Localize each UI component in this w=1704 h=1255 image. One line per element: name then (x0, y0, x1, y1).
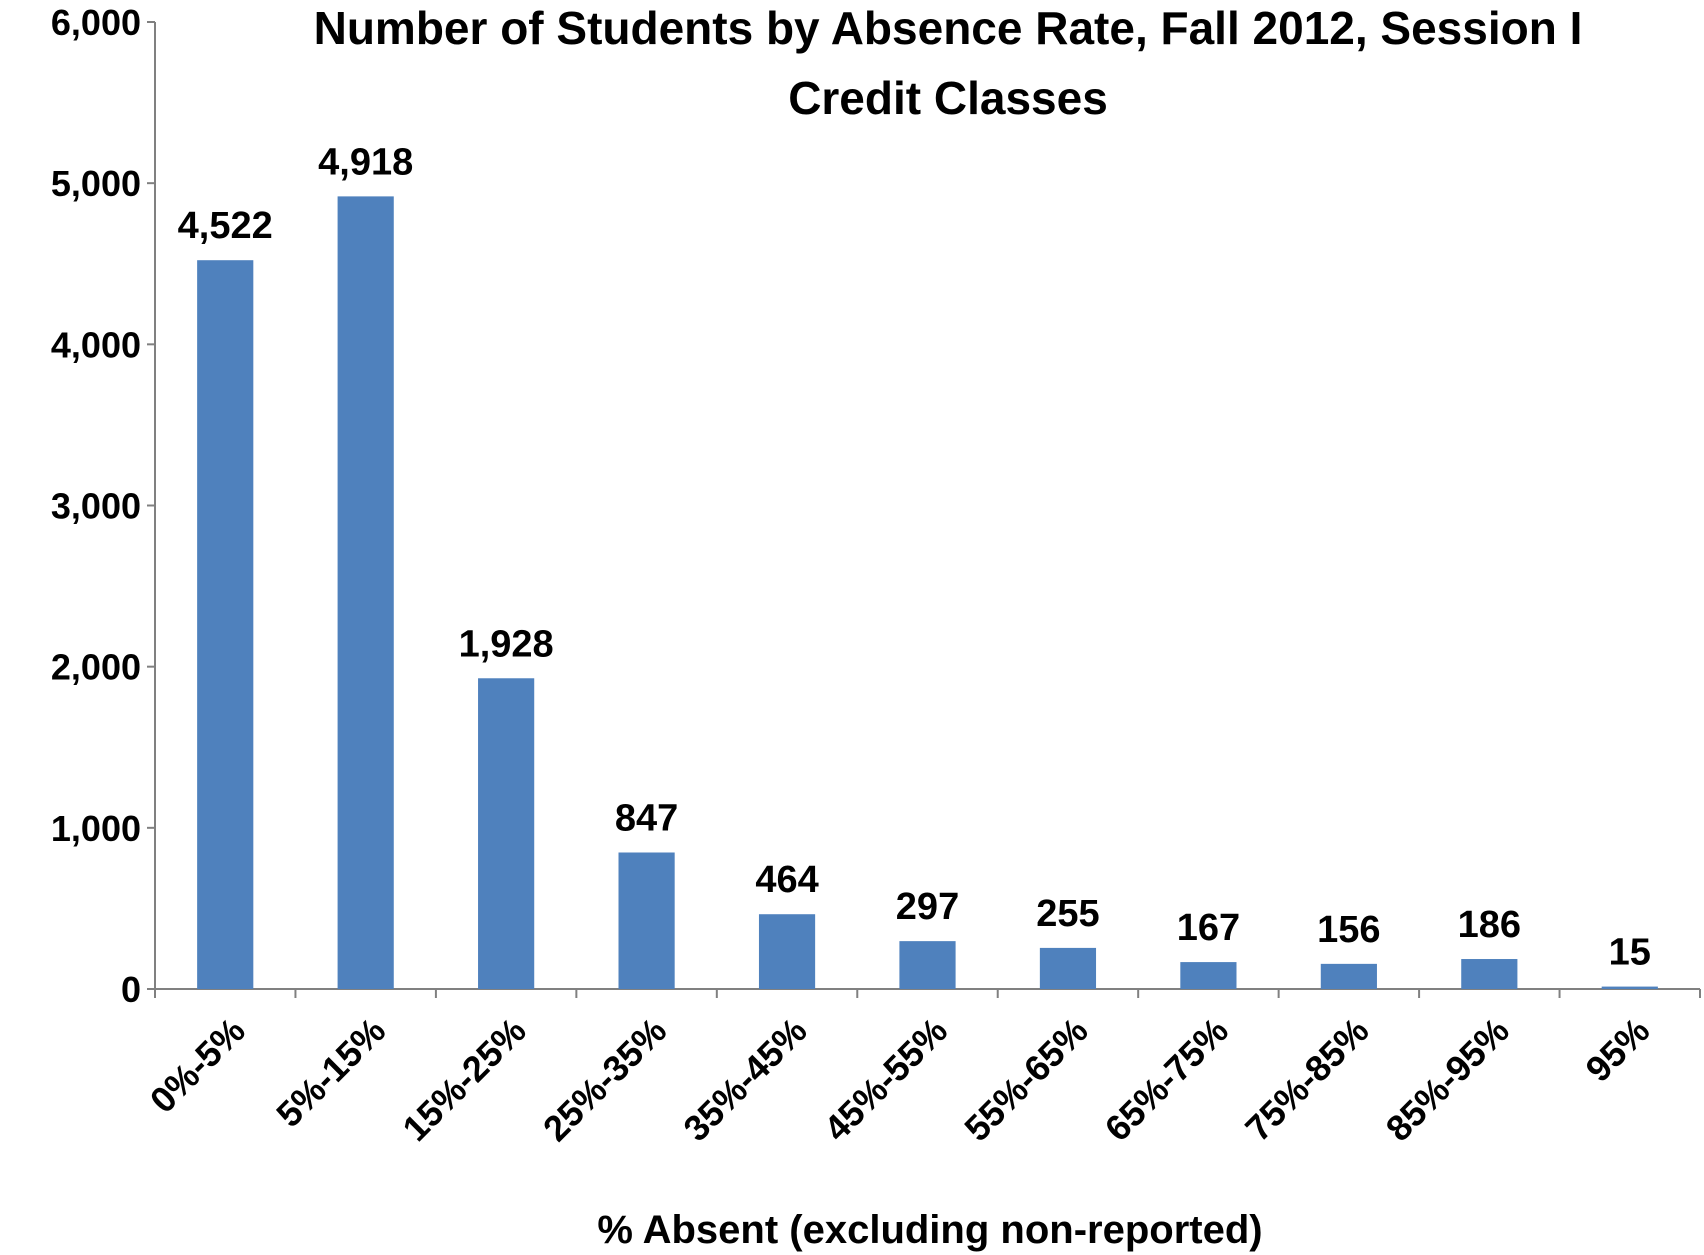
chart-title-line-1: Number of Students by Absence Rate, Fall… (314, 2, 1583, 54)
data-label: 297 (896, 886, 959, 928)
bar (899, 941, 956, 989)
data-label: 156 (1317, 909, 1380, 951)
bar (1039, 947, 1097, 989)
y-tick-label: 6,000 (51, 2, 141, 43)
y-tick-label: 5,000 (51, 163, 141, 204)
x-tick-label: 85%-95% (1378, 1010, 1517, 1149)
data-label: 167 (1177, 907, 1240, 949)
bar (618, 852, 675, 989)
x-tick-label: 0%-5% (142, 1010, 253, 1121)
bar (758, 914, 816, 989)
x-tick-label: 55%-65% (956, 1010, 1095, 1149)
x-tick-label: 25%-35% (535, 1010, 674, 1149)
y-tick-label: 1,000 (51, 808, 141, 849)
data-label: 1,928 (459, 623, 554, 665)
y-tick-label: 3,000 (51, 486, 141, 527)
x-tick-label: 35%-45% (675, 1010, 814, 1149)
chart-title: Number of Students by Absence Rate, Fall… (314, 2, 1583, 124)
x-axis (154, 988, 1701, 998)
x-tick-label: 75%-85% (1237, 1010, 1376, 1149)
data-label: 847 (615, 797, 678, 839)
data-label: 4,522 (178, 205, 273, 247)
x-tick-label: 15%-25% (394, 1010, 533, 1149)
bars (197, 196, 1658, 990)
bar (197, 260, 254, 989)
y-axis: 0 1,000 2,000 3,000 4,000 5,000 6,000 (51, 2, 156, 1010)
data-label: 15 (1609, 932, 1651, 974)
y-tick-label: 2,000 (51, 647, 141, 688)
bar (337, 196, 394, 990)
x-tick-label: 95% (1577, 1010, 1657, 1090)
data-label: 186 (1458, 904, 1521, 946)
x-tick-labels: 0%-5% 5%-15% 15%-25% 25%-35% 35%-45% 45%-55% 5… (142, 1010, 1658, 1149)
bar (1180, 962, 1237, 989)
y-tick-label: 0 (121, 969, 141, 1010)
bar (1461, 959, 1518, 989)
data-labels: 4,522 4,918 1,928 847 464 297 255 167 156 186 15 (178, 141, 1651, 973)
bar (478, 678, 535, 989)
x-axis-title: % Absent (excluding non-reported) (597, 1208, 1262, 1252)
x-tick-label: 5%-15% (268, 1010, 393, 1135)
data-label: 255 (1036, 893, 1099, 935)
data-label: 464 (755, 859, 818, 901)
x-tick-label: 65%-75% (1097, 1010, 1236, 1149)
chart-title-line-2: Credit Classes (788, 72, 1108, 124)
y-tick-label: 4,000 (51, 324, 141, 365)
x-tick-label: 45%-55% (816, 1010, 955, 1149)
bar (1601, 986, 1658, 989)
data-label: 4,918 (318, 141, 413, 183)
bar (1320, 963, 1377, 989)
